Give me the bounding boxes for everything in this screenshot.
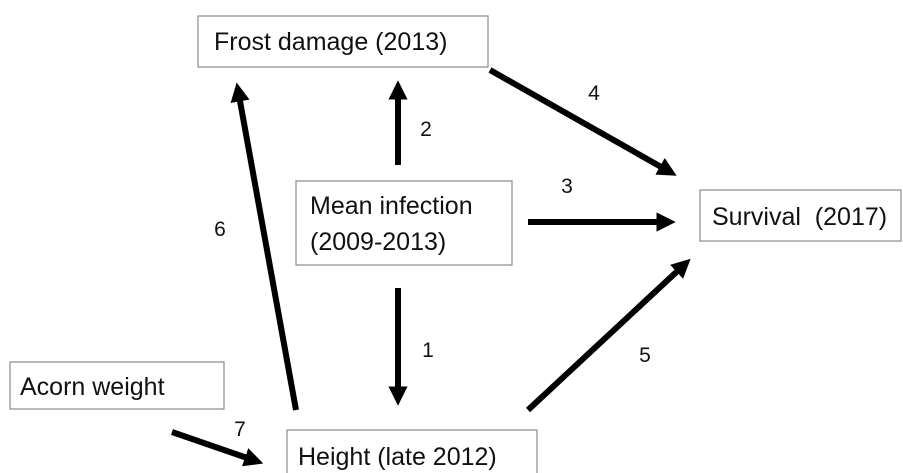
node-box [9,361,225,410]
node-label: Height (late 2012) [298,443,497,471]
edge-label: 6 [214,218,226,241]
node-label: Survival (2017) [712,203,887,231]
edge-label: 2 [420,118,432,141]
node-box [699,189,902,242]
edge-label: 1 [422,339,434,362]
node-box [295,180,513,266]
node-label: Acorn weight [20,373,165,401]
arrow [171,429,264,467]
edge-label: 5 [639,344,651,367]
node-label: Mean infection [310,192,473,220]
node-label: (2009-2013) [310,228,446,256]
edge-label: 3 [561,175,573,198]
arrow [488,67,677,176]
arrow [525,258,691,413]
edge-label: 7 [234,418,246,441]
arrow [230,82,299,411]
node-box [197,15,489,68]
node-box [286,429,538,473]
edge-label: 4 [588,82,600,105]
node-label: Frost damage (2013) [214,28,447,56]
